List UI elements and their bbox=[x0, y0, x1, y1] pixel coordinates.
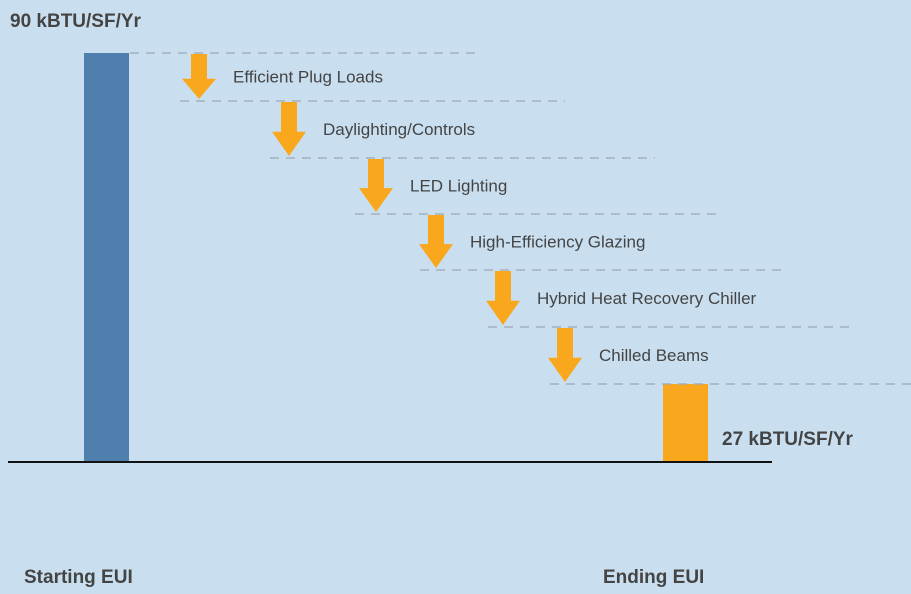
step-label: High-Efficiency Glazing bbox=[470, 232, 645, 251]
steps: Efficient Plug Loads Daylighting/Controls… bbox=[130, 52, 911, 385]
end-bar bbox=[663, 384, 708, 462]
start-caption: Starting EUI bbox=[24, 567, 133, 588]
down-arrow bbox=[419, 215, 453, 268]
step-label: LED Lighting bbox=[410, 176, 507, 195]
start-bar bbox=[84, 53, 129, 462]
down-arrow bbox=[272, 102, 306, 156]
step-label: Chilled Beams bbox=[599, 346, 709, 365]
step-label: Hybrid Heat Recovery Chiller bbox=[537, 289, 757, 308]
start-label: 90 kBTU/SF/Yr bbox=[10, 11, 142, 32]
down-arrow bbox=[182, 54, 216, 99]
down-arrow bbox=[359, 159, 393, 212]
end-label: 27 kBTU/SF/Yr bbox=[722, 429, 854, 450]
step-label: Daylighting/Controls bbox=[323, 120, 475, 139]
end-caption: Ending EUI bbox=[603, 567, 704, 588]
step-label: Efficient Plug Loads bbox=[233, 67, 383, 86]
down-arrow bbox=[548, 328, 582, 382]
down-arrow bbox=[486, 271, 520, 325]
